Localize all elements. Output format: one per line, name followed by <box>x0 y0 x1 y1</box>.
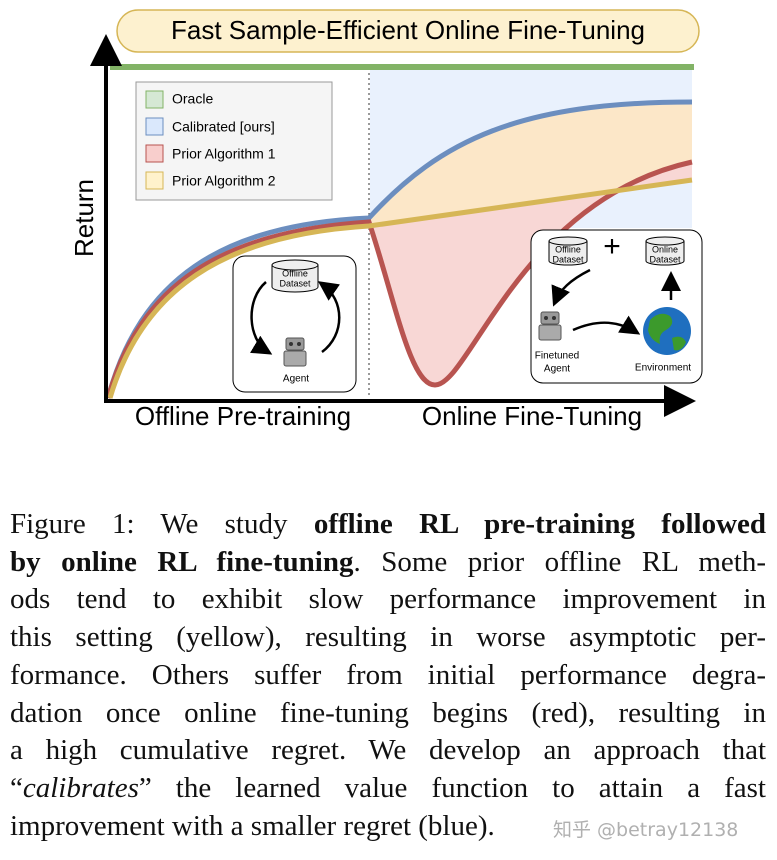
dataset-icon <box>271 259 319 271</box>
caption-text: this setting (yellow), resulting in wors… <box>10 621 766 654</box>
x-axis-label: Online Fine-Tuning <box>422 401 642 431</box>
caption-italic: calibrates <box>22 771 139 804</box>
panel-label: Finetuned <box>535 351 579 362</box>
caption-line: formance. Others suffer from initial per… <box>10 657 766 695</box>
panel-label: Dataset <box>649 254 681 264</box>
arrow <box>572 315 641 335</box>
panel-label: Agent <box>544 364 570 375</box>
dataset-icon <box>645 236 685 246</box>
prior1-line <box>105 159 693 399</box>
dataset-icon <box>548 236 588 246</box>
x-axis-label: Offline Pre-training <box>135 401 351 431</box>
dataset-icon <box>548 241 588 266</box>
robot-icon <box>283 337 307 367</box>
arrow <box>317 281 341 354</box>
caption-text: improvement with a smaller regret (blue)… <box>10 809 495 842</box>
panel-label: Offline <box>555 244 581 254</box>
y-axis-label: Return <box>69 179 99 257</box>
arrow <box>249 281 273 355</box>
caption-line: “calibrates” the learned value function … <box>10 770 766 808</box>
panel-label: Online <box>652 244 678 254</box>
dataset-icon <box>271 265 319 293</box>
legend-label: Prior Algorithm 1 <box>172 146 276 162</box>
caption-line: this setting (yellow), resulting in wors… <box>10 619 766 657</box>
caption-bold: offline RL pre-training followed <box>313 508 767 540</box>
caption-line: ods tend to exhibit slow performance imp… <box>10 581 766 619</box>
legend-swatch <box>145 171 164 190</box>
legend <box>135 81 333 201</box>
panel-label: Dataset <box>552 254 584 264</box>
title-box <box>116 9 700 53</box>
legend-swatch <box>145 117 164 136</box>
caption-line: a high cumulative regret. We develop an … <box>10 732 766 770</box>
regret-fill <box>369 162 692 385</box>
caption-line: improvement with a smaller regret (blue)… <box>10 808 766 846</box>
gap-fill <box>369 102 692 226</box>
panel-label: Offline <box>282 268 308 278</box>
caption-line: dation once online fine-tuning begins (r… <box>10 695 766 733</box>
dataset-icon <box>645 241 685 266</box>
watermark: 知乎 @betray12138 <box>553 819 739 841</box>
figure: Fast Sample-Efficient Online Fine-Tuning… <box>69 9 703 431</box>
robot-icon <box>538 311 562 341</box>
globe-icon <box>643 307 691 355</box>
panel-label: Dataset <box>279 278 311 288</box>
legend-swatch <box>145 90 164 109</box>
legend-label: Oracle <box>172 91 213 107</box>
caption-text: Figure 1: We study <box>10 508 314 540</box>
prior2-line <box>107 177 693 399</box>
caption: Figure 1: We study offline RL pre-traini… <box>10 506 766 845</box>
caption-line: Figure 1: We study offline RL pre-traini… <box>10 506 766 544</box>
caption-text: . Some prior offline RL meth- <box>353 545 766 578</box>
legend-label: Prior Algorithm 2 <box>172 173 276 189</box>
panel-label: Agent <box>283 374 309 385</box>
legend-swatch <box>145 144 164 163</box>
legend-label: Calibrated [ours] <box>172 119 275 135</box>
caption-text: formance. Others suffer from initial per… <box>10 658 766 691</box>
title: Fast Sample-Efficient Online Fine-Tuning <box>171 15 645 45</box>
plus: + <box>603 230 621 263</box>
arrow <box>551 268 591 307</box>
caption-bold: by online RL fine-tuning <box>10 545 354 578</box>
caption-text: a high cumulative regret. We develop an … <box>10 734 766 767</box>
caption-text: ods tend to exhibit slow performance imp… <box>10 583 766 616</box>
caption-text: “ <box>10 771 23 804</box>
caption-text: ” the learned value function to attain a… <box>138 771 766 804</box>
panel-label: Environment <box>635 363 691 374</box>
caption-line: by online RL fine-tuning. Some prior off… <box>10 544 766 582</box>
caption-text: dation once online fine-tuning begins (r… <box>10 696 766 729</box>
